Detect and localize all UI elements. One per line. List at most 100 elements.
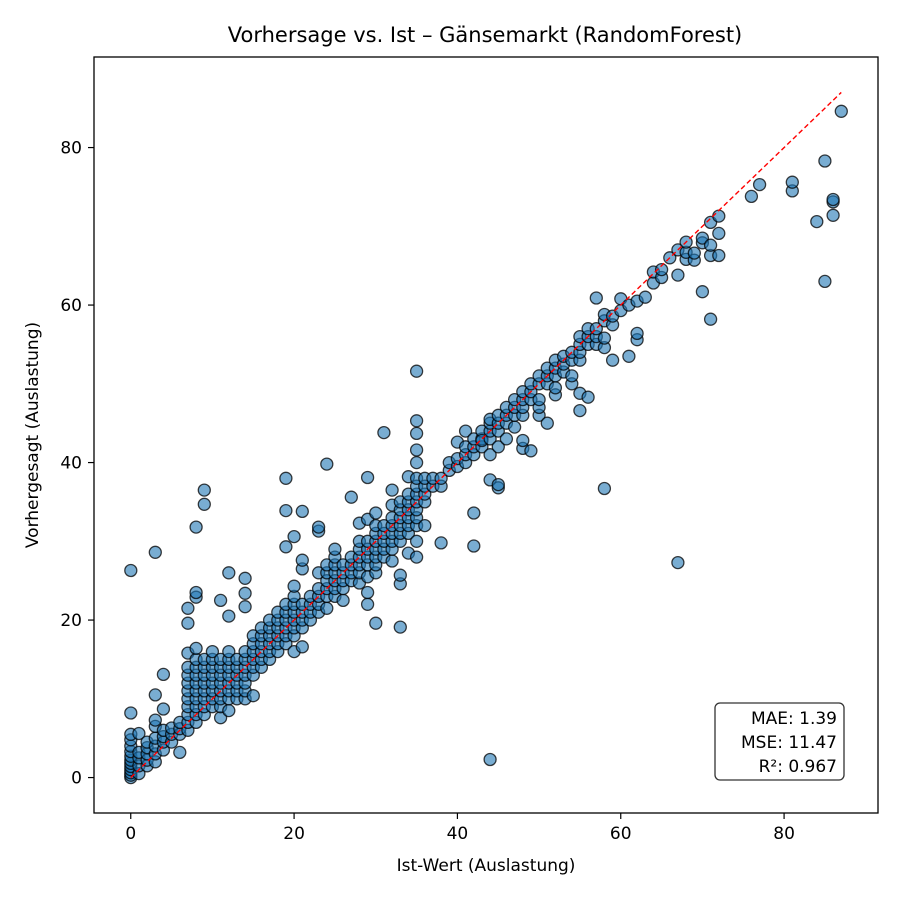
scatter-point xyxy=(295,553,309,567)
scatter-point xyxy=(507,420,522,434)
scatter-point xyxy=(540,416,554,430)
scatter-point xyxy=(671,555,685,570)
scatter-point xyxy=(695,285,710,299)
scatter-point xyxy=(409,550,424,564)
scatter-point xyxy=(287,529,301,544)
reference-line xyxy=(130,91,842,779)
scatter-point xyxy=(213,593,228,608)
scatter-point xyxy=(409,455,424,470)
stats-box: MAE: 1.39 MSE: 11.47 R²: 0.967 xyxy=(714,702,845,781)
scatter-point xyxy=(320,601,334,615)
scatter-point xyxy=(703,312,718,326)
scatter-point xyxy=(246,689,260,703)
y-tick-label: 0 xyxy=(71,769,82,789)
scatter-point xyxy=(360,585,375,600)
scatter-point xyxy=(671,268,685,282)
scatter-point xyxy=(565,369,579,383)
scatter-point xyxy=(532,392,546,407)
scatter-point xyxy=(744,189,759,204)
scatter-point xyxy=(360,470,375,485)
scatter-point xyxy=(156,702,171,716)
scatter-point xyxy=(197,497,211,511)
x-tick-label: 0 xyxy=(125,824,136,844)
y-tick-label: 80 xyxy=(60,139,82,159)
x-tick-label: 60 xyxy=(610,824,632,844)
scatter-point xyxy=(360,597,375,611)
scatter-point xyxy=(385,554,399,568)
scatter-point xyxy=(385,483,399,497)
scatter-point xyxy=(687,246,701,260)
scatter-point xyxy=(712,209,726,223)
scatter-point xyxy=(499,432,514,446)
scatter-point xyxy=(189,585,203,600)
scatter-point xyxy=(222,609,236,623)
scatter-point xyxy=(295,504,309,519)
scatter-point xyxy=(458,424,473,438)
scatter-point xyxy=(369,616,383,630)
scatter-point xyxy=(467,506,481,520)
scatter-point xyxy=(311,520,326,534)
scatter-point xyxy=(238,586,252,600)
scatter-point xyxy=(597,481,612,496)
scatter-point xyxy=(328,542,342,556)
stats-mae: MAE: 1.39 xyxy=(751,709,837,729)
scatter-point xyxy=(124,563,138,578)
scatter-point xyxy=(173,745,187,760)
scatter-point xyxy=(826,208,840,222)
scatter-point xyxy=(483,448,497,462)
x-tick-label: 80 xyxy=(773,824,795,844)
scatter-point xyxy=(181,616,195,630)
scatter-point xyxy=(785,175,799,189)
y-tick-label: 60 xyxy=(60,296,82,316)
reference-line-layer xyxy=(130,91,842,779)
scatter-point xyxy=(287,579,301,593)
scatter-point xyxy=(467,539,481,553)
scatter-point xyxy=(573,403,587,418)
plot-frame xyxy=(93,56,879,814)
scatter-point xyxy=(295,640,309,654)
scatter-point xyxy=(605,353,620,367)
scatter-point xyxy=(320,457,334,471)
scatter-point xyxy=(630,326,644,341)
scatter-point xyxy=(156,667,171,682)
scatter-point xyxy=(148,688,162,702)
points-layer xyxy=(124,104,848,785)
scatter-point xyxy=(222,703,236,718)
scatter-point xyxy=(205,644,220,659)
scatter-point xyxy=(377,425,391,440)
scatter-point xyxy=(279,540,293,554)
scatter-point xyxy=(548,381,563,395)
scatter-point xyxy=(409,414,424,428)
scatter-point xyxy=(581,390,595,404)
scatter-point xyxy=(589,291,603,305)
scatter-point xyxy=(124,706,138,720)
scatter-point xyxy=(222,566,236,580)
scatter-point xyxy=(409,364,424,378)
scatter-point xyxy=(418,518,432,533)
scatter-point xyxy=(834,104,848,118)
scatter-point xyxy=(703,238,718,252)
scatter-point xyxy=(810,214,824,229)
scatter-point xyxy=(712,226,726,241)
scatter-point xyxy=(434,536,448,550)
scatter-point xyxy=(238,600,252,614)
scatter-point xyxy=(222,644,236,659)
scatter-point xyxy=(369,506,383,520)
scatter-point xyxy=(148,545,162,559)
scatter-point xyxy=(336,593,350,608)
scatter-point xyxy=(597,331,612,345)
scatter-point xyxy=(393,568,407,582)
scatter-point xyxy=(279,471,293,485)
scatter-point xyxy=(148,713,162,727)
scatter-point xyxy=(483,752,497,767)
scatter-point xyxy=(393,620,407,634)
scatter-point xyxy=(409,534,424,548)
scatter-point xyxy=(516,433,530,448)
y-tick-label: 40 xyxy=(60,454,82,474)
x-tick-label: 40 xyxy=(447,824,469,844)
scatter-point xyxy=(638,290,652,304)
scatter-point xyxy=(189,641,203,656)
scatter-point xyxy=(491,440,505,454)
scatter-point xyxy=(409,443,424,457)
